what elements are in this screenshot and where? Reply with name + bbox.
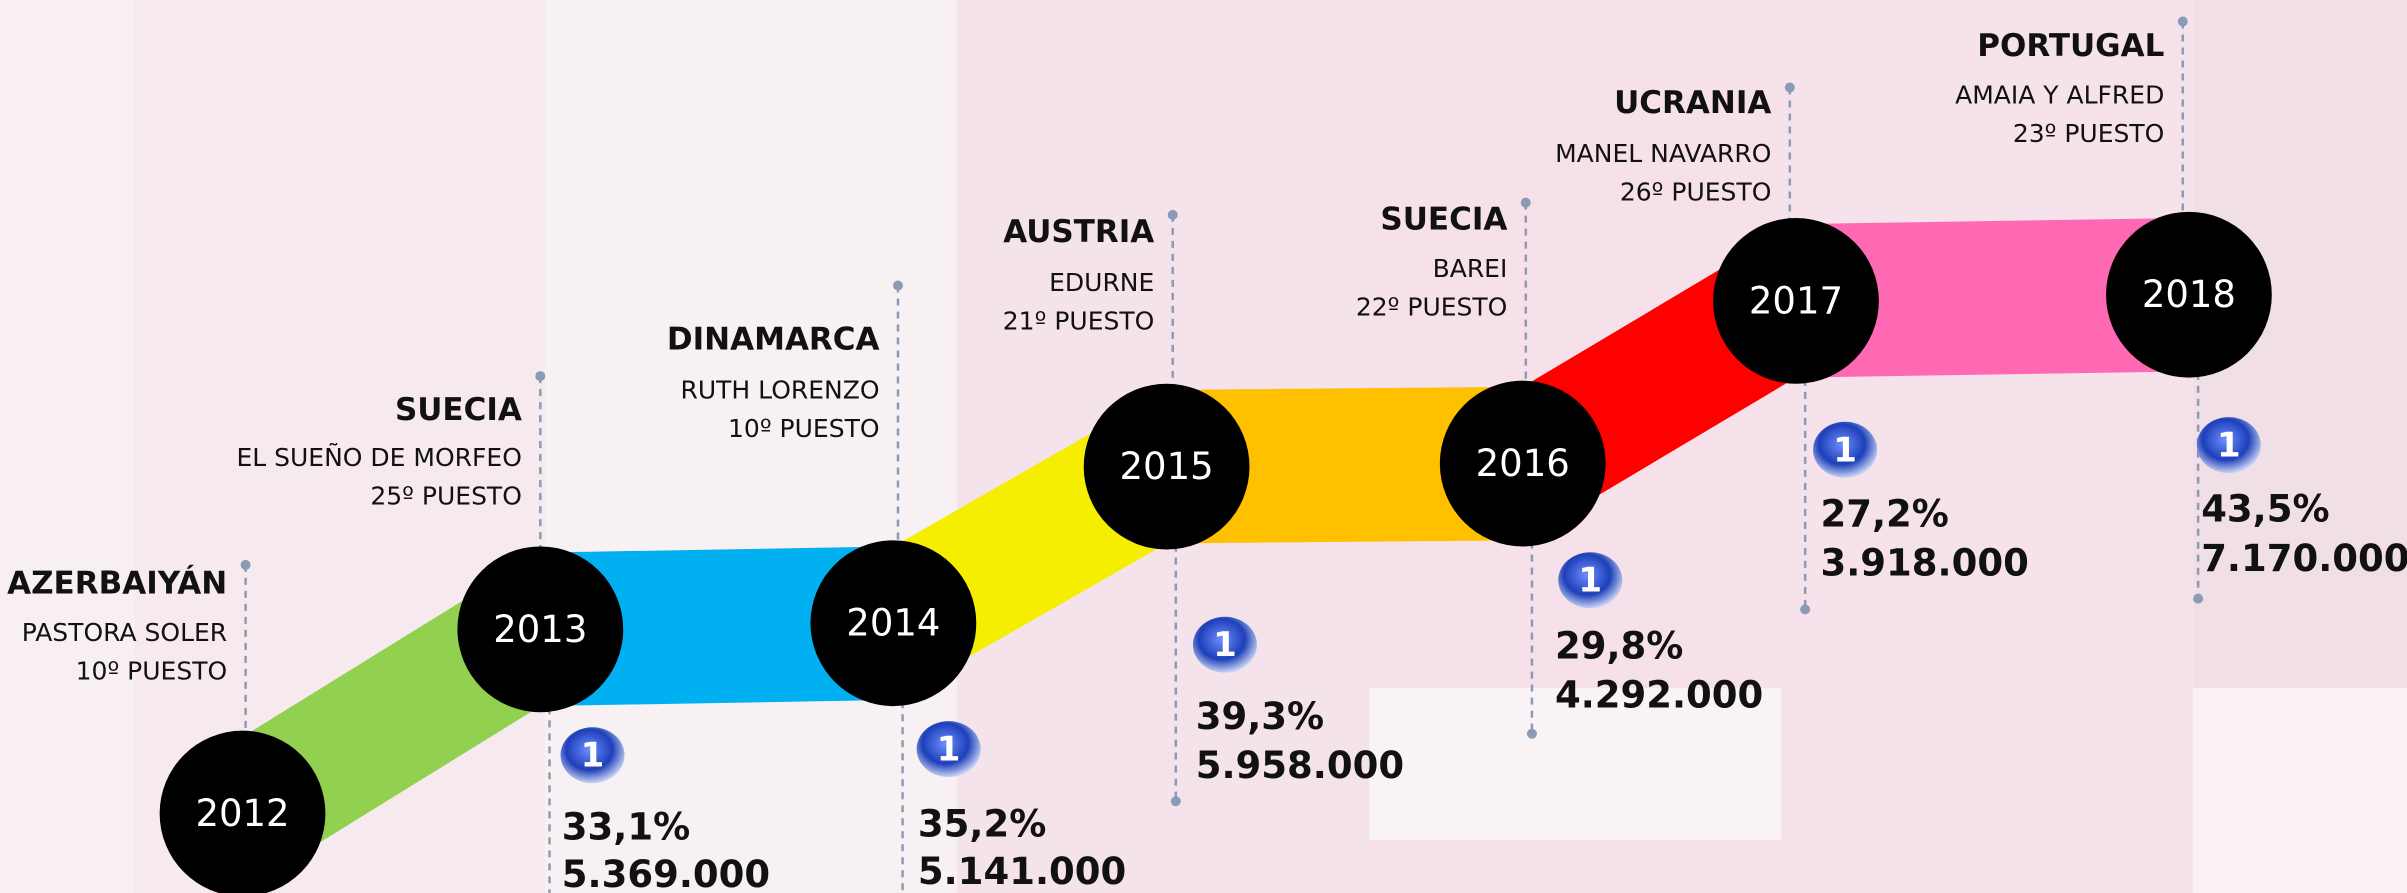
share: 27,2% — [1821, 492, 1949, 535]
leader-dot — [535, 371, 546, 382]
place: 25º PUESTO — [370, 481, 522, 510]
place: 21º PUESTO — [1003, 306, 1155, 335]
leader-dot — [1520, 197, 1531, 208]
artist: EL SUEÑO DE MORFEO — [236, 442, 521, 472]
year-circle — [457, 546, 624, 713]
place: 22º PUESTO — [1356, 293, 1508, 322]
share: 33,1% — [562, 805, 690, 848]
year-circle — [159, 730, 326, 893]
channel-logo-text: 1 — [937, 730, 961, 770]
artist: EDURNE — [1049, 268, 1154, 297]
leader-dot — [1784, 82, 1795, 93]
leader-dot — [2193, 593, 2204, 604]
leader-dot — [240, 559, 251, 570]
channel-logo-text: 1 — [2217, 426, 2241, 466]
share: 29,8% — [1555, 624, 1683, 667]
artist: MANEL NAVARRO — [1555, 139, 1771, 168]
year-circle — [1083, 383, 1250, 550]
share: 39,3% — [1196, 695, 1324, 738]
country: AUSTRIA — [1003, 214, 1154, 250]
leader-dot — [2177, 16, 2188, 27]
channel-logo — [560, 727, 625, 784]
leader-dot — [1800, 604, 1811, 615]
country: SUECIA — [1380, 202, 1507, 238]
country: SUECIA — [395, 392, 522, 428]
place: 26º PUESTO — [1620, 177, 1772, 206]
leader-dot — [1526, 728, 1537, 739]
year-circle — [1439, 380, 1606, 547]
year-circle — [1713, 217, 1879, 384]
year: 2018 — [2142, 273, 2236, 316]
year: 2015 — [1120, 445, 1214, 488]
audience: 3.918.000 — [1821, 541, 2029, 584]
country: UCRANIA — [1614, 85, 1771, 121]
country: DINAMARCA — [667, 321, 880, 357]
channel-logo-text: 1 — [1833, 430, 1857, 470]
country: PORTUGAL — [1977, 28, 2164, 64]
year: 2017 — [1749, 279, 1843, 322]
channel-logo-text: 1 — [1578, 561, 1602, 601]
channel-logo-text: 1 — [581, 736, 605, 776]
place: 23º PUESTO — [2013, 119, 2165, 148]
panel — [2193, 688, 2407, 893]
channel-logo — [1558, 552, 1623, 609]
artist: RUTH LORENZO — [680, 375, 879, 404]
year: 2014 — [846, 602, 940, 645]
audience: 5.369.000 — [562, 853, 770, 893]
year-circle — [810, 540, 977, 707]
channel-logo — [1813, 421, 1878, 478]
channel-logo — [1192, 616, 1257, 673]
place: 10º PUESTO — [76, 656, 228, 685]
band — [1166, 386, 1523, 544]
year: 2012 — [195, 792, 289, 835]
leader-dot — [1170, 796, 1181, 807]
leader-dot — [1167, 209, 1178, 220]
share: 35,2% — [918, 802, 1046, 845]
channel-logo — [2196, 417, 2261, 474]
audience: 5.141.000 — [918, 850, 1126, 893]
year-circle — [2106, 211, 2272, 378]
panel — [1369, 688, 1781, 840]
artist: PASTORA SOLER — [22, 618, 227, 647]
artist: BAREI — [1433, 254, 1508, 283]
channel-logo-text: 1 — [1213, 625, 1237, 665]
year: 2013 — [493, 608, 587, 651]
country: AZERBAIYÁN — [7, 565, 227, 601]
place: 10º PUESTO — [728, 414, 880, 443]
leader-dot — [892, 280, 903, 291]
band — [540, 546, 894, 707]
band — [1795, 217, 2189, 378]
audience: 5.958.000 — [1196, 744, 1404, 787]
audience: 7.170.000 — [2201, 537, 2407, 580]
channel-logo — [916, 721, 981, 778]
share: 43,5% — [2201, 488, 2329, 531]
artist: AMAIA Y ALFRED — [1955, 81, 2164, 110]
year: 2016 — [1476, 442, 1570, 485]
audience: 4.292.000 — [1555, 673, 1763, 716]
